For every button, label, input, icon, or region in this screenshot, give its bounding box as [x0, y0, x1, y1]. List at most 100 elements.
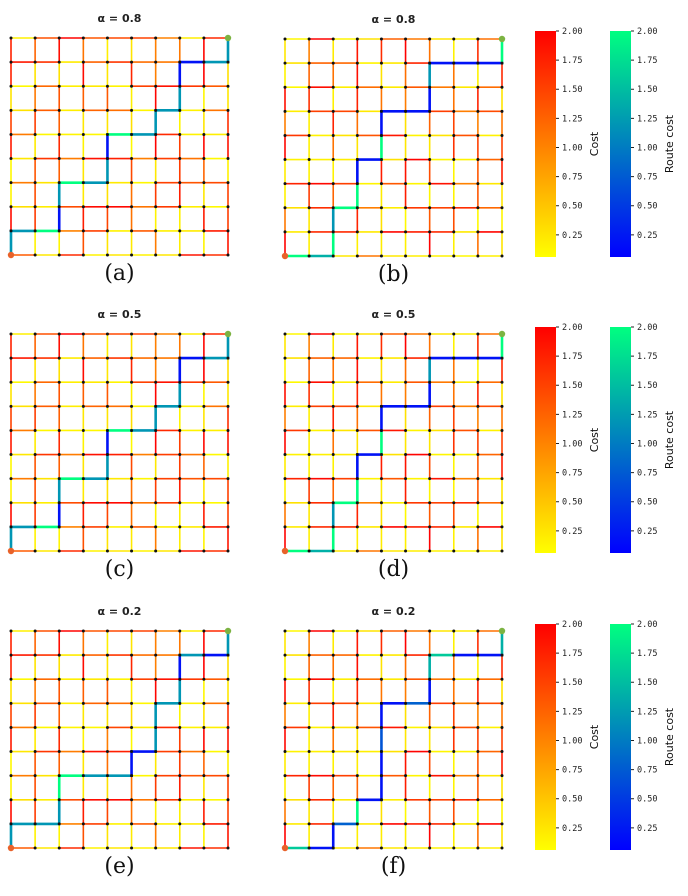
colorbar-tick-label: 1.00 — [562, 143, 582, 153]
grid-node — [9, 501, 13, 505]
grid-node — [178, 404, 182, 408]
grid-node — [500, 477, 504, 481]
grid-node — [331, 404, 335, 408]
grid-node — [428, 356, 432, 360]
grid-node — [57, 846, 61, 850]
grid-node — [33, 629, 37, 633]
grid-node — [452, 182, 456, 186]
grid-node — [500, 453, 504, 457]
grid-node — [476, 254, 480, 258]
grid-node — [57, 477, 61, 481]
grid-node — [202, 253, 206, 257]
grid-node — [9, 774, 13, 778]
grid-node — [226, 701, 230, 705]
grid-node — [379, 428, 383, 432]
grid-node — [428, 798, 432, 802]
grid-node — [307, 501, 311, 505]
grid-node — [379, 846, 383, 850]
grid-node — [307, 677, 311, 681]
grid-node — [226, 428, 230, 432]
colorbar-tick-label: 1.00 — [637, 736, 657, 746]
grid-node — [9, 725, 13, 729]
destination-node — [498, 35, 506, 43]
grid-node — [57, 453, 61, 457]
grid-node — [57, 501, 61, 505]
grid-node — [428, 525, 432, 529]
grid-node — [178, 629, 182, 633]
colorbar-tick-label: 1.50 — [637, 85, 657, 95]
grid-node — [331, 477, 335, 481]
grid-node — [307, 477, 311, 481]
grid-node — [307, 133, 311, 137]
grid-node — [130, 750, 134, 754]
grid-node — [105, 701, 109, 705]
grid-node — [130, 36, 134, 40]
grid-node — [379, 37, 383, 41]
grid-node — [130, 477, 134, 481]
grid-node — [404, 774, 408, 778]
grid-node — [105, 132, 109, 136]
colorbar-tick-label: 1.25 — [637, 707, 657, 717]
grid-node — [202, 428, 206, 432]
grid-node — [428, 501, 432, 505]
colorbar-tick-label: 2.00 — [562, 620, 582, 630]
grid-node — [452, 549, 456, 553]
grid-node — [202, 653, 206, 657]
grid-node — [331, 332, 335, 336]
grid-node — [81, 525, 85, 529]
grid-node — [428, 477, 432, 481]
grid-node — [105, 108, 109, 112]
grid-node — [500, 380, 504, 384]
grid-node — [452, 701, 456, 705]
grid-node — [476, 629, 480, 633]
colorbar-tick-label: 1.00 — [637, 439, 657, 449]
colorbar-tick-label: 2.00 — [637, 620, 657, 630]
colorbar-gradient — [610, 31, 631, 257]
colorbar-tick-label: 1.75 — [562, 56, 582, 66]
grid-node — [226, 549, 230, 553]
grid-node — [105, 229, 109, 233]
grid-node — [154, 380, 158, 384]
grid-node — [307, 332, 311, 336]
grid-node — [404, 477, 408, 481]
grid-node — [57, 205, 61, 209]
grid-node — [81, 653, 85, 657]
grid-node — [355, 701, 359, 705]
colorbar-tick-label: 0.50 — [637, 202, 657, 212]
grid-node — [331, 798, 335, 802]
grid-node — [9, 36, 13, 40]
colorbar-tick-label: 1.25 — [562, 707, 582, 717]
grid-node — [404, 109, 408, 113]
grid-node — [81, 774, 85, 778]
grid-node — [476, 725, 480, 729]
grid-node — [9, 453, 13, 457]
grid-node — [130, 181, 134, 185]
grid-node — [331, 85, 335, 89]
grid-node — [331, 549, 335, 553]
grid-node — [130, 501, 134, 505]
grid-node — [355, 653, 359, 657]
route-cost-colorbar: 0.25 0.50 0.75 1.00 1.25 1.50 1.75 2.00 Route co… — [610, 323, 676, 553]
grid-node — [452, 428, 456, 432]
grid-node — [130, 60, 134, 64]
colorbar-label: Cost — [588, 724, 601, 749]
grid-node — [379, 158, 383, 162]
grid-node — [404, 182, 408, 186]
grid-node — [283, 477, 287, 481]
grid-node — [105, 453, 109, 457]
grid-node — [307, 404, 311, 408]
grid-node — [154, 750, 158, 754]
grid-node — [476, 182, 480, 186]
grid-node — [226, 132, 230, 136]
grid-node — [283, 725, 287, 729]
grid-node — [331, 525, 335, 529]
destination-node — [224, 330, 232, 338]
destination-node — [224, 34, 232, 42]
grid-node — [500, 822, 504, 826]
grid-node — [33, 380, 37, 384]
grid-node — [178, 205, 182, 209]
grid-node — [283, 653, 287, 657]
grid-node — [331, 206, 335, 210]
colorbar-label: Route cost — [663, 114, 676, 173]
grid-node — [452, 774, 456, 778]
